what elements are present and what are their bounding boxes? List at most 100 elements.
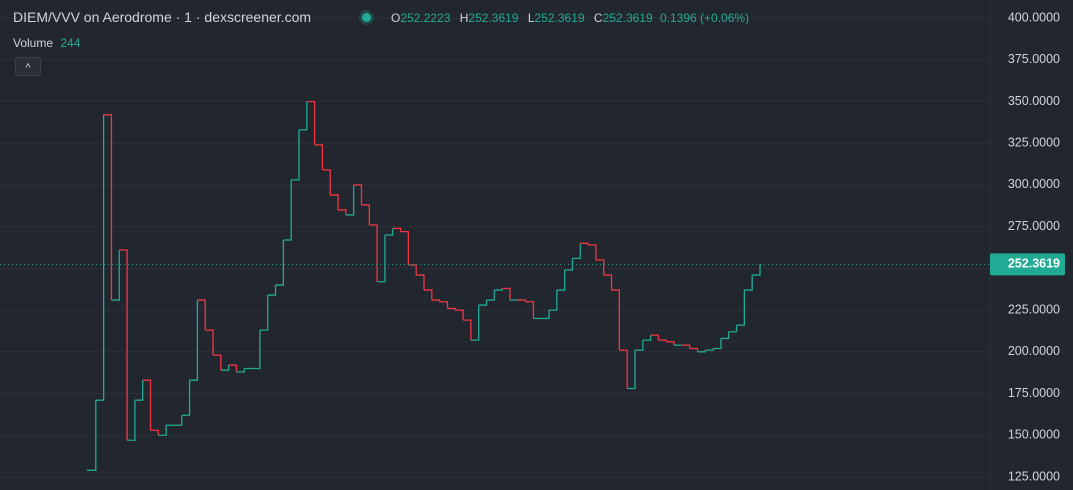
last-price-box (990, 253, 1065, 276)
y-tick-label: 300.0000 (1008, 177, 1060, 191)
price-step (455, 309, 464, 321)
price-step (220, 365, 230, 371)
price-step (392, 227, 402, 232)
price-step (377, 234, 386, 283)
status-dot (362, 13, 371, 22)
price-step (564, 258, 574, 271)
collapse-button[interactable]: ^ (15, 57, 41, 76)
price-step (681, 344, 691, 349)
price-step (752, 264, 761, 276)
price-step (634, 340, 644, 351)
chart-title: DIEM/VVV on Aerodrome · 1 · dexscreener.… (13, 9, 312, 25)
price-step (572, 243, 581, 260)
price-step (259, 295, 269, 331)
y-tick-label: 275.0000 (1008, 219, 1060, 233)
price-step (119, 249, 128, 441)
price-step (189, 300, 199, 381)
price-step (236, 368, 245, 373)
ohlc: O252.2223 H252.3619 L252.3619 C252.3619 … (391, 11, 749, 25)
price-step (298, 101, 308, 131)
y-tick-label: 125.0000 (1008, 469, 1060, 483)
price-step (431, 299, 441, 302)
price-step (502, 287, 511, 301)
y-tick-label: 225.0000 (1008, 302, 1060, 316)
y-tick-label: 175.0000 (1008, 386, 1060, 400)
price-step (689, 347, 699, 352)
price-step (627, 350, 636, 390)
price-step (556, 270, 566, 291)
price-step (728, 325, 738, 333)
ohlc-label: O (391, 11, 401, 25)
price-step (478, 300, 488, 306)
price-step (439, 301, 449, 309)
price-step (619, 349, 628, 389)
price-step (642, 335, 652, 341)
price-step (267, 285, 277, 296)
price-step (736, 290, 746, 326)
price-step (283, 179, 292, 241)
price-step (650, 334, 660, 341)
price-step (173, 415, 183, 426)
price-step (549, 290, 558, 311)
price-step (595, 259, 605, 276)
price-step (611, 289, 620, 351)
price-step (369, 224, 378, 282)
price-step (228, 364, 238, 372)
price-step (275, 239, 284, 286)
price-step (252, 330, 261, 370)
price-step (306, 100, 316, 145)
price-step (361, 204, 370, 225)
price-step (494, 288, 503, 291)
price-step (213, 354, 222, 371)
price-step (424, 289, 433, 301)
price-step (88, 400, 97, 471)
price-step (603, 274, 613, 291)
price-step (416, 274, 425, 291)
price-step (705, 348, 714, 351)
price-step (486, 290, 495, 301)
price-step (197, 299, 206, 331)
change: 0.1396 (+0.06%) (660, 11, 750, 25)
y-tick-label: 200.0000 (1008, 344, 1060, 358)
ohlc-label: H (459, 11, 469, 25)
price-step (470, 305, 480, 341)
price-step (353, 184, 363, 205)
price-step (103, 114, 113, 301)
price-step (205, 329, 214, 356)
y-tick-label: 150.0000 (1008, 428, 1060, 442)
last-price-label: 252.3619 (1008, 257, 1060, 271)
ohlc-value: 252.3619 (534, 11, 585, 25)
volume-value: 244 (60, 36, 81, 50)
ohlc-value: 252.2223 (400, 11, 451, 25)
price-step (658, 339, 667, 342)
y-tick-label: 350.0000 (1008, 94, 1060, 108)
price-step (463, 319, 472, 341)
price-step (541, 310, 550, 320)
price-step (744, 275, 753, 291)
price-step (517, 299, 527, 302)
price-step (720, 331, 730, 340)
volume-label: Volume (13, 36, 54, 50)
price-step (408, 264, 417, 276)
price-step (142, 379, 152, 431)
volume: Volume 244 (13, 36, 80, 50)
price-step (697, 350, 706, 353)
price-step (666, 341, 675, 346)
ohlc-value: 252.3619 (468, 11, 519, 25)
price-step (291, 129, 300, 181)
price-step (134, 380, 144, 401)
price-step (525, 301, 535, 319)
price-step (330, 194, 339, 210)
y-tick-label: 400.0000 (1008, 10, 1060, 24)
ohlc-value: 252.3619 (602, 11, 653, 25)
price-step (111, 250, 120, 301)
price-step (314, 144, 324, 170)
price-step (95, 114, 105, 401)
price-step (588, 244, 597, 261)
price-step (580, 242, 589, 245)
price-step (181, 380, 191, 416)
price-step (338, 209, 347, 215)
ohlc-label: C (593, 11, 603, 25)
y-tick-label: 375.0000 (1008, 52, 1060, 66)
